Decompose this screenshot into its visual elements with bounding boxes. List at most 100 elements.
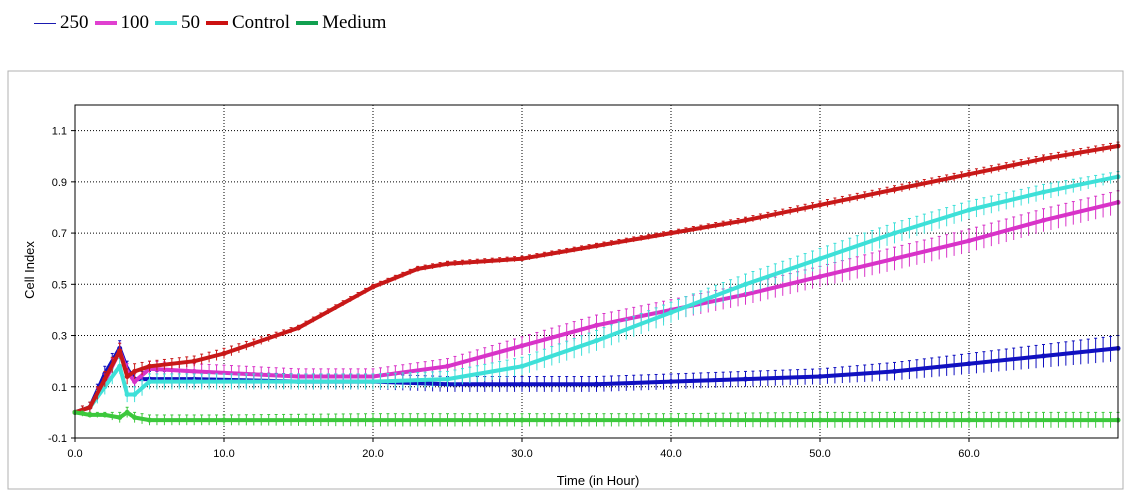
y-tick-label: 0.1 <box>52 382 67 394</box>
data-point-control <box>892 187 897 193</box>
data-point-100 <box>892 256 897 262</box>
data-point-medium <box>668 417 674 423</box>
data-point-control <box>370 284 376 290</box>
x-tick-label: 10.0 <box>213 448 234 460</box>
data-point-control <box>102 376 108 382</box>
data-point-50 <box>892 230 897 236</box>
data-point-control <box>191 358 197 364</box>
data-point-250 <box>966 361 972 367</box>
data-point-50 <box>594 338 599 344</box>
legend-item-50: 50 <box>155 12 200 34</box>
legend-label-100: 100 <box>120 12 150 33</box>
data-point-50 <box>132 391 138 397</box>
chart-frame <box>7 70 1124 490</box>
data-point-250 <box>1041 353 1046 359</box>
data-point-50 <box>743 281 748 287</box>
data-point-250 <box>743 376 748 382</box>
series-line-medium <box>74 410 1118 423</box>
data-point-medium <box>124 409 130 415</box>
x-tick-label: 40.0 <box>660 448 681 460</box>
data-point-medium <box>87 412 93 418</box>
y-tick-label: -0.1 <box>48 433 67 445</box>
data-point-control <box>296 325 301 331</box>
data-point-100 <box>594 322 599 328</box>
data-point-50 <box>117 363 123 369</box>
data-point-medium <box>370 417 376 423</box>
series-medium <box>72 406 1121 428</box>
legend-label-250: 250 <box>60 12 89 33</box>
legend-swatch-medium <box>296 21 319 25</box>
data-point-50 <box>1041 189 1046 195</box>
data-point-control <box>668 230 674 236</box>
data-point-100 <box>191 368 197 374</box>
data-point-250 <box>817 374 823 380</box>
data-point-medium <box>147 417 152 423</box>
data-point-50 <box>519 363 525 369</box>
data-point-medium <box>132 415 138 421</box>
x-tick-label: 50.0 <box>809 448 830 460</box>
legend-label-50: 50 <box>181 12 200 33</box>
data-point-100 <box>132 379 138 385</box>
y-tick-label: 0.5 <box>52 279 67 291</box>
data-point-control <box>415 266 421 272</box>
data-point-control <box>124 374 130 380</box>
x-tick-label: 0.0 <box>67 448 82 460</box>
data-point-medium <box>102 412 108 418</box>
data-point-50 <box>966 207 972 213</box>
data-point-100 <box>1041 217 1046 223</box>
y-tick-label: 1.1 <box>52 126 67 138</box>
data-point-control <box>87 404 93 410</box>
data-point-control <box>743 217 748 223</box>
y-axis-title: Cell Index <box>22 241 37 299</box>
y-tick-label: 0.7 <box>52 228 67 240</box>
plot-area-border <box>74 104 1119 439</box>
legend-item-control: Control <box>206 12 290 34</box>
x-tick-label: 60.0 <box>958 448 979 460</box>
data-point-100 <box>966 238 972 244</box>
data-point-100 <box>817 274 823 280</box>
data-point-250 <box>892 368 897 374</box>
legend-swatch-100 <box>94 21 117 25</box>
data-point-control <box>147 363 152 369</box>
legend-swatch-250 <box>34 22 56 24</box>
data-point-control <box>132 368 138 374</box>
legend-item-medium: Medium <box>296 12 386 34</box>
data-point-50 <box>370 379 376 385</box>
data-point-medium <box>221 417 227 423</box>
data-point-control <box>966 171 972 177</box>
series-line-50 <box>74 174 1119 415</box>
data-point-50 <box>124 391 130 397</box>
data-point-medium <box>519 417 525 423</box>
series-line-control <box>74 144 1119 415</box>
data-point-100 <box>519 343 525 349</box>
data-point-control <box>221 350 227 356</box>
data-point-control <box>519 256 525 262</box>
data-point-100 <box>445 363 450 369</box>
series-50 <box>72 171 1121 415</box>
legend-label-medium: Medium <box>322 12 387 33</box>
data-point-50 <box>191 379 197 385</box>
chart-legend: 250 100 50 Control Medium <box>34 8 386 38</box>
data-point-control <box>594 243 599 249</box>
data-point-50 <box>445 376 450 382</box>
y-tick-label: 0.3 <box>52 331 67 343</box>
data-point-medium <box>817 417 823 423</box>
x-tick-label: 30.0 <box>511 448 532 460</box>
data-point-250 <box>519 381 525 387</box>
legend-swatch-50 <box>155 21 177 25</box>
x-axis-title: Time (in Hour) <box>557 473 640 488</box>
x-tick-label: 20.0 <box>362 448 383 460</box>
legend-item-100: 100 <box>94 12 150 34</box>
data-point-50 <box>817 256 823 262</box>
data-point-250 <box>668 379 674 385</box>
legend-item-250: 250 <box>34 12 89 34</box>
data-point-control <box>817 202 823 208</box>
data-point-50 <box>668 309 674 315</box>
axes: 0.0 10.0 20.0 30.0 40.0 50.0 60.0 -0.1 0.1 0.3 0.5… <box>48 104 1119 460</box>
data-point-control <box>445 261 450 267</box>
series-control <box>72 141 1121 415</box>
data-point-250 <box>594 381 599 387</box>
legend-label-control: Control <box>232 12 291 33</box>
data-point-50 <box>296 379 301 385</box>
